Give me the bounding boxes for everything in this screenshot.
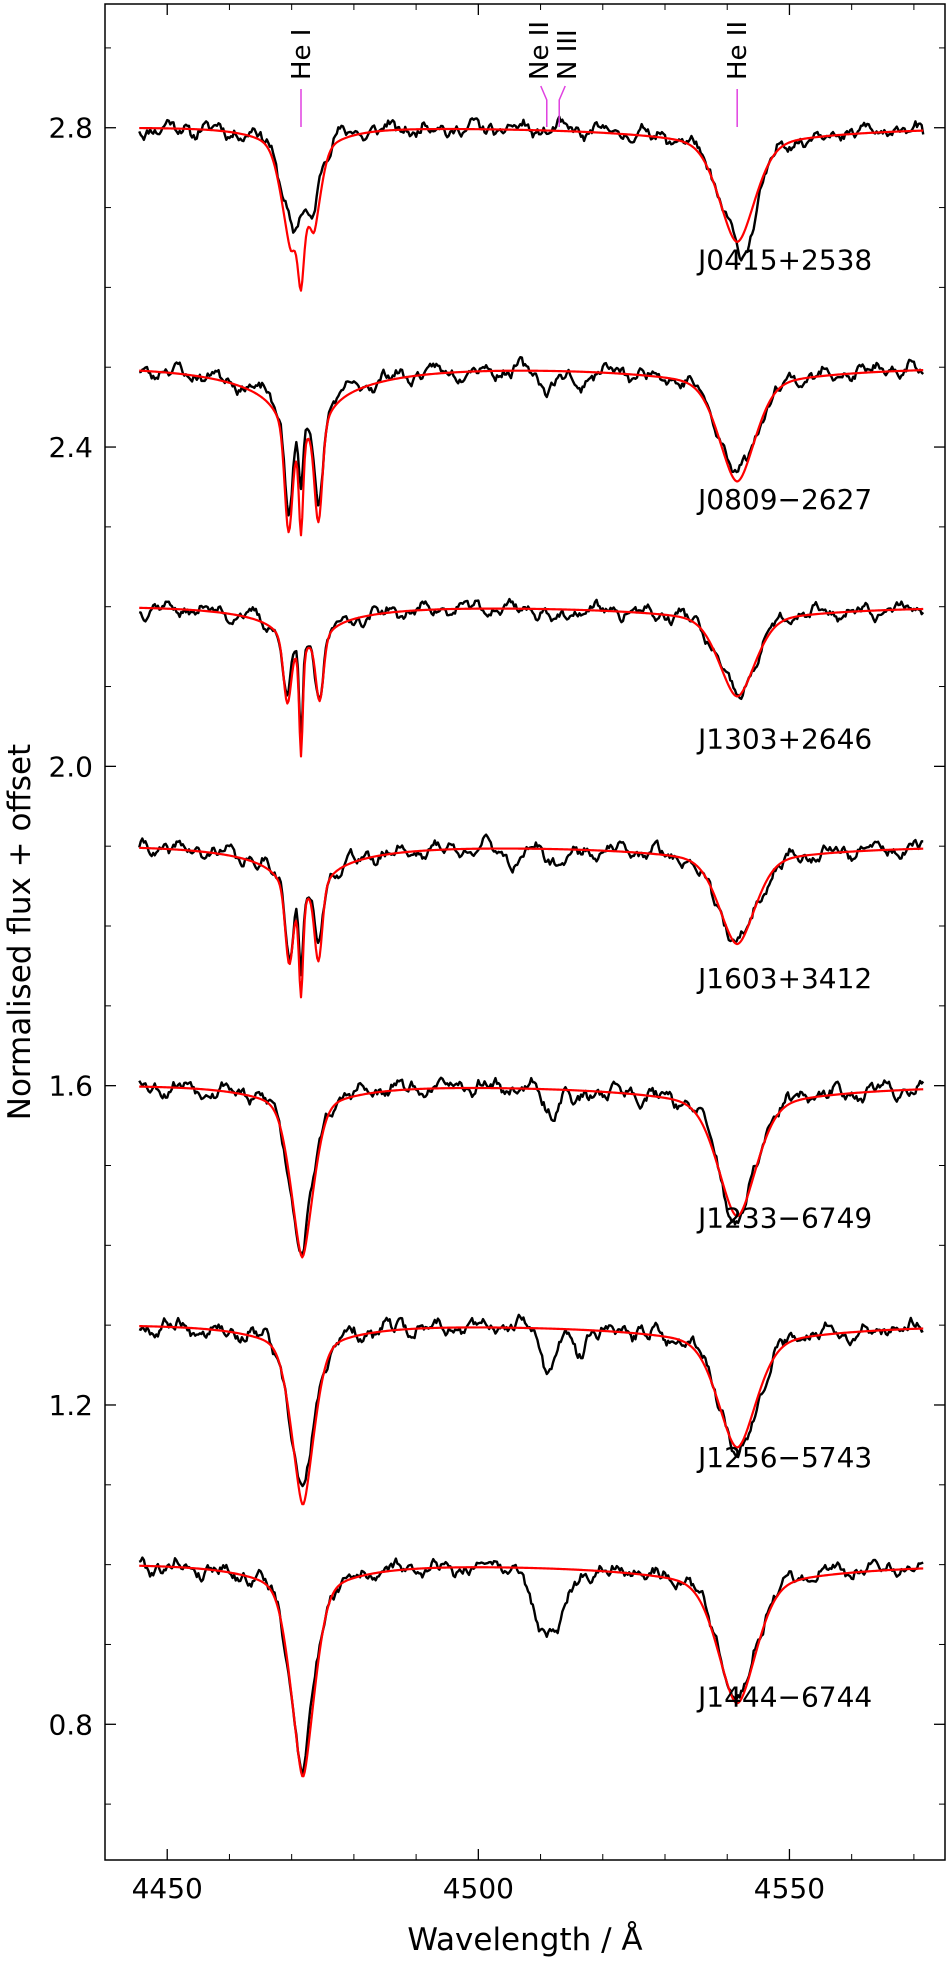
ne-ii-label: Ne II <box>525 21 555 80</box>
model-spectrum <box>139 1564 924 1778</box>
y-tick-label: 2.0 <box>48 750 93 783</box>
y-axis-label: Normalised flux + offset <box>2 744 38 1120</box>
plot-frame <box>104 3 946 1861</box>
spectrum-group <box>138 1556 924 1778</box>
observed-spectrum <box>138 1313 924 1488</box>
series-label: J1233−6749 <box>696 1201 872 1234</box>
model-spectrum <box>139 126 924 292</box>
ne-ii-marker <box>540 85 548 127</box>
x-tick-label: 4550 <box>754 1872 825 1905</box>
observed-spectrum <box>138 1556 924 1776</box>
x-tick-label: 4500 <box>443 1872 514 1905</box>
series-label: J1444−6744 <box>696 1680 872 1713</box>
model-spectrum <box>139 369 924 537</box>
n-iii-marker <box>558 85 566 127</box>
y-tick-label: 0.8 <box>48 1708 93 1741</box>
spectrum-group <box>138 115 925 292</box>
plot-area <box>138 115 925 1778</box>
x-tick-label: 4450 <box>132 1872 203 1905</box>
spectrum-group <box>139 355 925 537</box>
series-label: J0809−2627 <box>696 483 872 516</box>
axis-ticks: 4450 4500 4550 0.8 1.2 1.6 2.0 2.4 2.8 <box>48 4 945 1905</box>
n-iii-label: N III <box>553 29 583 80</box>
spectrum-group <box>138 833 924 999</box>
model-spectrum <box>139 606 924 758</box>
spectrum-group <box>138 1313 924 1506</box>
y-tick-label: 1.2 <box>48 1389 93 1422</box>
y-tick-label: 2.8 <box>48 112 93 145</box>
he-i-label: He I <box>287 29 317 80</box>
series-label: J1256−5743 <box>696 1441 872 1474</box>
x-axis-label: Wavelength / Å <box>407 1922 642 1958</box>
y-tick-label: 2.4 <box>48 431 93 464</box>
series-label: J1603+3412 <box>696 962 872 995</box>
series-label: J0415+2538 <box>696 243 872 276</box>
model-spectrum <box>139 1325 924 1506</box>
spectrum-group <box>138 597 925 758</box>
series-labels: J0415+2538 J0809−2627 J1303+2646 J1603+3412… <box>696 243 872 1713</box>
spectral-line-identifications: He I Ne IIN III He II <box>287 21 753 127</box>
he-ii-label: He II <box>723 21 753 80</box>
observed-spectrum <box>139 355 925 517</box>
model-spectrum <box>139 846 924 999</box>
series-label: J1303+2646 <box>696 722 872 755</box>
spectrum-group <box>138 1076 925 1259</box>
y-tick-label: 1.6 <box>48 1070 93 1103</box>
model-spectrum <box>139 1085 924 1259</box>
observed-spectrum <box>138 1076 925 1256</box>
